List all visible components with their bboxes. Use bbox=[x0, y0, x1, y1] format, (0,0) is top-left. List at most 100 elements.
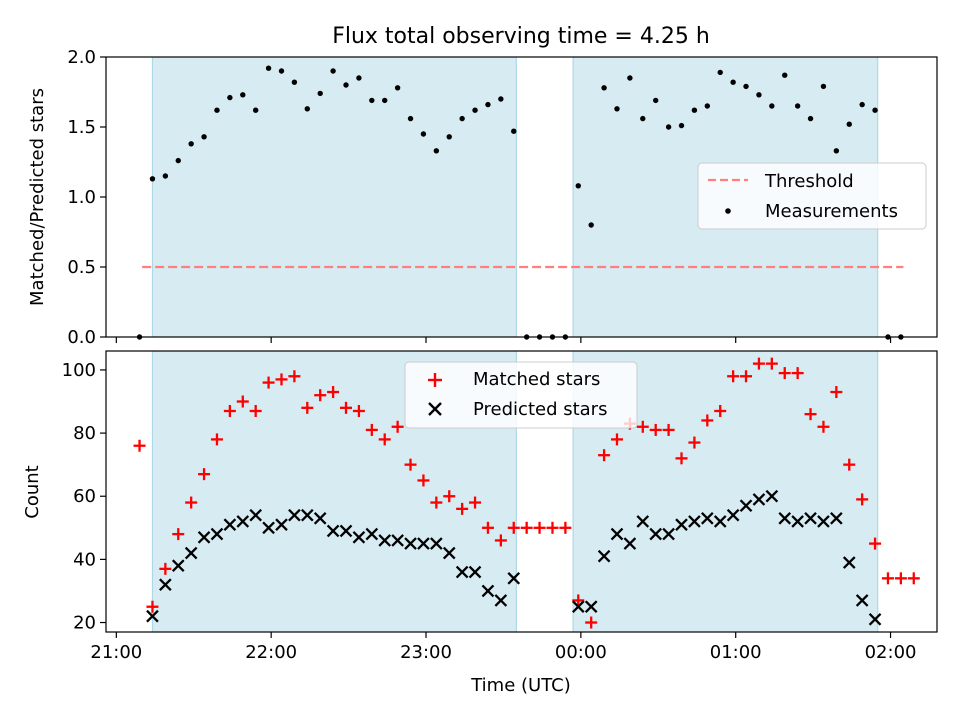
measurement-point bbox=[433, 148, 440, 154]
measurement-point bbox=[317, 90, 323, 97]
measurement-point bbox=[330, 68, 336, 74]
predicted-star-point bbox=[830, 512, 843, 525]
matched-star-point bbox=[172, 528, 185, 541]
predicted-star-point bbox=[726, 508, 740, 522]
predicted-star-point bbox=[184, 546, 198, 560]
matched-star-point bbox=[636, 420, 649, 433]
matched-star-point bbox=[765, 357, 778, 370]
measurement-point bbox=[627, 75, 633, 81]
predicted-star-point bbox=[481, 584, 495, 598]
matched-star-point bbox=[275, 373, 288, 386]
measurement-point bbox=[162, 173, 169, 179]
matched-star-point bbox=[869, 537, 882, 550]
measurement-point bbox=[704, 103, 711, 109]
predicted-star-point bbox=[817, 515, 830, 528]
y-tick-label: 0.5 bbox=[67, 257, 96, 278]
matched-star-point bbox=[843, 458, 856, 471]
predicted-star-point bbox=[275, 518, 288, 531]
measurement-point bbox=[833, 148, 840, 154]
matched-star-point bbox=[778, 367, 791, 380]
measurement-point bbox=[511, 128, 517, 134]
predicted-star-point bbox=[288, 508, 301, 522]
measurement-point bbox=[149, 176, 156, 182]
measurement-point bbox=[614, 106, 620, 112]
predicted-star-point bbox=[159, 578, 172, 591]
measurement-point bbox=[240, 92, 246, 98]
predicted-star-point bbox=[739, 499, 753, 513]
matched-star-point bbox=[210, 433, 223, 446]
measurement-point bbox=[459, 115, 465, 122]
legend-measurements-label: Measurements bbox=[765, 201, 898, 222]
matched-star-point bbox=[817, 420, 830, 433]
matched-star-point bbox=[701, 414, 714, 427]
predicted-star-point bbox=[662, 527, 675, 541]
predicted-star-point bbox=[649, 527, 663, 541]
matched-star-point bbox=[314, 389, 327, 402]
legend-threshold-label: Threshold bbox=[764, 171, 854, 192]
matched-star-point bbox=[598, 449, 611, 462]
predicted-star-point bbox=[404, 537, 417, 550]
predicted-star-point bbox=[171, 559, 185, 573]
measurement-point bbox=[407, 115, 414, 122]
predicted-star-point bbox=[146, 609, 159, 623]
matched-star-point bbox=[404, 458, 417, 471]
top-y-axis-label: Matched/Predicted stars bbox=[27, 88, 48, 306]
x-tick-label: 23:00 bbox=[400, 642, 452, 663]
legend-measurements-swatch bbox=[725, 208, 731, 214]
measurement-point bbox=[691, 107, 698, 113]
predicted-star-point bbox=[197, 530, 211, 544]
predicted-star-point bbox=[417, 537, 430, 550]
top-x-ticks bbox=[115, 337, 892, 343]
predicted-star-point bbox=[378, 534, 392, 547]
measurement-point bbox=[820, 83, 827, 90]
matched-star-point bbox=[430, 496, 443, 509]
legend-matched-swatch bbox=[428, 373, 442, 387]
matched-star-point bbox=[469, 496, 482, 509]
matched-star-point bbox=[327, 386, 340, 399]
measurement-point bbox=[201, 134, 207, 140]
x-tick-label: 02:00 bbox=[865, 642, 917, 663]
predicted-star-point bbox=[313, 512, 327, 525]
x-tick-label: 00:00 bbox=[555, 642, 607, 663]
predicted-star-point bbox=[597, 549, 611, 563]
matched-star-point bbox=[559, 521, 572, 534]
bottom-panel: 20 40 60 80 100 21:00 22:00 23:00 00:00 01:00 02:… bbox=[22, 350, 938, 696]
measurement-point bbox=[794, 103, 801, 109]
predicted-stars-points bbox=[146, 489, 882, 626]
matched-star-point bbox=[675, 452, 688, 465]
matched-star-point bbox=[727, 370, 740, 383]
matched-star-point bbox=[417, 474, 430, 487]
matched-star-point bbox=[610, 433, 623, 446]
x-axis-label: Time (UTC) bbox=[470, 675, 571, 696]
predicted-star-point bbox=[842, 556, 856, 569]
bottom-y-ticks: 20 40 60 80 100 bbox=[62, 360, 106, 634]
matched-star-point bbox=[391, 420, 404, 433]
matched-star-point bbox=[262, 376, 275, 389]
bottom-y-axis-label: Count bbox=[22, 465, 43, 518]
predicted-star-point bbox=[352, 530, 366, 544]
measurement-point bbox=[769, 103, 775, 109]
measurement-point bbox=[214, 107, 220, 113]
measurement-point bbox=[252, 107, 259, 113]
predicted-star-point bbox=[339, 524, 353, 538]
top-panel: 0.00.51.01.52.0 Matched/Predicted stars … bbox=[27, 47, 938, 348]
measurement-point bbox=[859, 101, 865, 108]
top-plot-frame bbox=[105, 56, 938, 338]
y-tick-label: 40 bbox=[73, 549, 96, 570]
measurement-point bbox=[588, 222, 594, 228]
matched-star-point bbox=[198, 468, 211, 481]
predicted-star-point bbox=[262, 521, 275, 535]
measurement-point bbox=[382, 97, 388, 104]
predicted-star-point bbox=[855, 594, 869, 607]
matched-star-point bbox=[223, 404, 236, 417]
measurement-point bbox=[369, 97, 375, 104]
measurement-point bbox=[846, 121, 852, 127]
y-tick-label: 0.0 bbox=[67, 327, 96, 348]
top-y-ticks: 0.0 0.5 1.0 1.5 2.0 bbox=[67, 47, 106, 348]
predicted-star-point bbox=[804, 512, 817, 525]
predicted-star-point bbox=[365, 527, 379, 541]
measurement-point bbox=[188, 141, 194, 147]
measurement-point bbox=[756, 92, 762, 98]
predicted-star-point bbox=[326, 524, 340, 538]
